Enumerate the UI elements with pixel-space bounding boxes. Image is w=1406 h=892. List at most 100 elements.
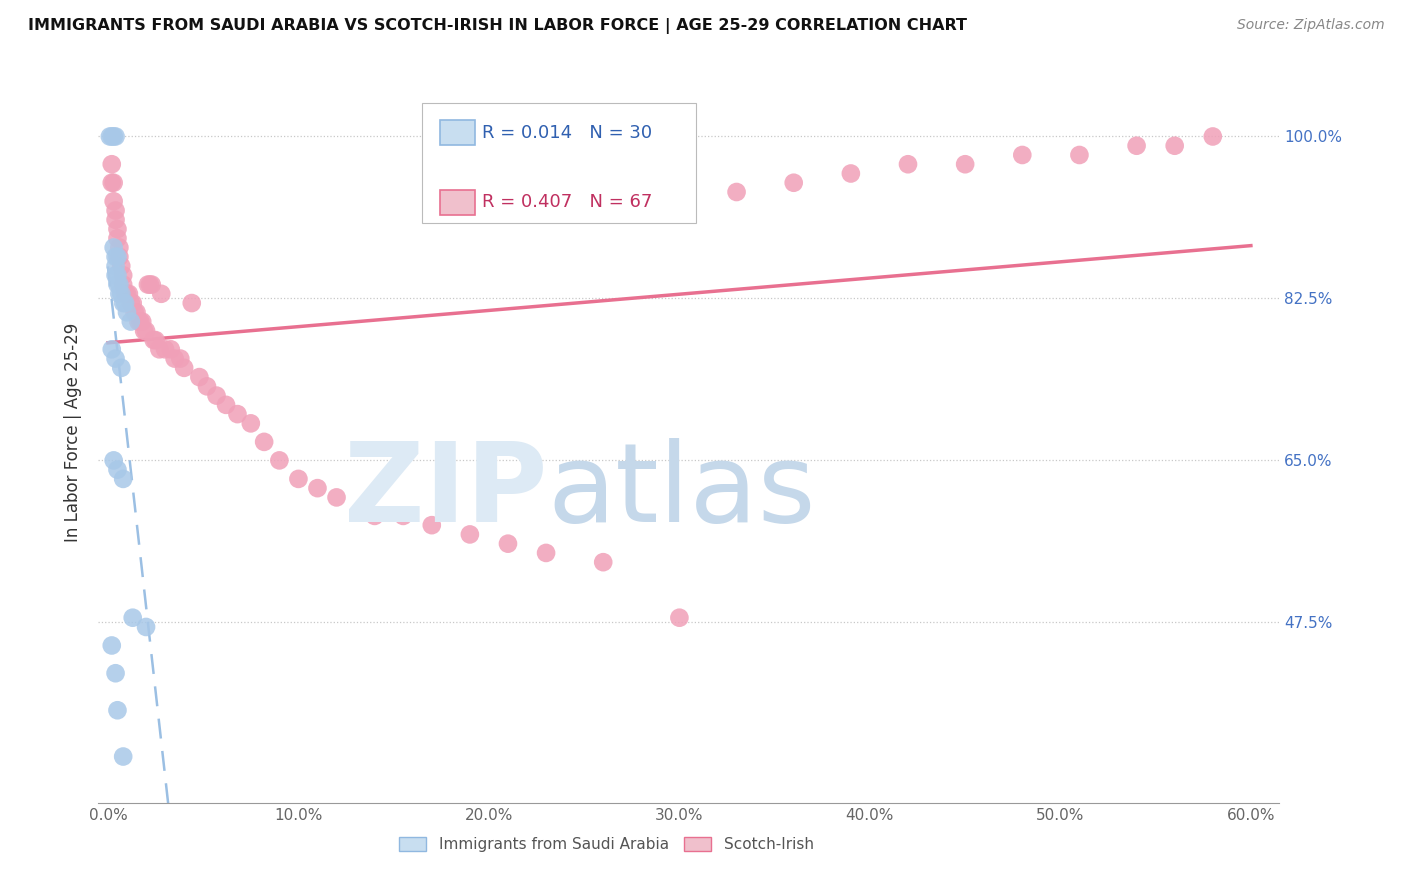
Point: [118, 286, 141, 301]
Point: [1011, 148, 1033, 162]
Text: Source: ZipAtlas.com: Source: ZipAtlas.com: [1237, 18, 1385, 32]
Point: [131, 315, 153, 329]
Point: [104, 212, 127, 227]
Point: [668, 611, 690, 625]
Point: [163, 351, 186, 366]
Point: [188, 370, 211, 384]
Text: R = 0.407   N = 67: R = 0.407 N = 67: [482, 194, 652, 211]
Point: [169, 351, 191, 366]
Point: [108, 240, 131, 255]
Point: [195, 379, 218, 393]
Point: [103, 453, 125, 467]
Point: [534, 546, 557, 560]
Point: [269, 453, 291, 467]
Point: [110, 286, 132, 301]
Point: [100, 157, 122, 171]
Point: [783, 176, 806, 190]
Point: [215, 398, 238, 412]
Point: [103, 194, 125, 209]
Point: [287, 472, 309, 486]
Point: [107, 277, 129, 292]
Point: [141, 277, 163, 292]
Point: [205, 389, 228, 403]
Point: [239, 417, 262, 431]
Point: [100, 176, 122, 190]
Point: [180, 296, 202, 310]
Text: ZIP: ZIP: [344, 438, 547, 545]
Point: [107, 231, 129, 245]
Point: [139, 277, 162, 292]
Point: [107, 250, 129, 264]
Point: [98, 129, 121, 144]
Point: [135, 620, 157, 634]
Point: [363, 508, 385, 523]
Point: [1069, 148, 1091, 162]
Point: [125, 305, 148, 319]
Point: [897, 157, 920, 171]
Point: [226, 407, 249, 421]
Point: [173, 360, 195, 375]
Point: [953, 157, 976, 171]
Point: [107, 222, 129, 236]
Legend: Immigrants from Saudi Arabia, Scotch-Irish: Immigrants from Saudi Arabia, Scotch-Iri…: [392, 830, 820, 858]
Point: [839, 166, 862, 180]
Point: [420, 518, 443, 533]
Text: atlas: atlas: [547, 438, 815, 545]
Point: [104, 250, 127, 264]
Point: [115, 305, 138, 319]
Point: [148, 343, 170, 357]
Point: [108, 286, 131, 301]
Point: [104, 268, 127, 283]
Point: [150, 286, 173, 301]
Point: [104, 351, 127, 366]
Point: [120, 296, 142, 310]
Y-axis label: In Labor Force | Age 25-29: In Labor Force | Age 25-29: [65, 323, 83, 542]
Point: [104, 129, 127, 144]
Point: [112, 268, 135, 283]
Point: [134, 324, 156, 338]
Point: [120, 315, 142, 329]
Point: [100, 129, 122, 144]
Point: [1202, 129, 1225, 144]
Point: [104, 666, 127, 681]
Point: [159, 343, 181, 357]
Point: [104, 203, 127, 218]
Point: [103, 129, 125, 144]
Point: [108, 277, 131, 292]
Point: [110, 259, 132, 273]
Point: [112, 749, 135, 764]
Point: [135, 324, 157, 338]
Point: [121, 296, 143, 310]
Point: [392, 508, 415, 523]
Point: [142, 333, 165, 347]
Point: [1125, 138, 1147, 153]
Point: [592, 555, 614, 569]
Point: [112, 472, 135, 486]
Point: [1163, 138, 1185, 153]
Point: [110, 360, 132, 375]
Point: [107, 268, 129, 283]
Point: [107, 462, 129, 476]
Point: [103, 176, 125, 190]
Point: [115, 286, 138, 301]
Point: [725, 185, 748, 199]
Point: [325, 491, 347, 505]
Point: [458, 527, 481, 541]
Point: [107, 703, 129, 717]
Point: [104, 259, 127, 273]
Point: [145, 333, 167, 347]
Text: IMMIGRANTS FROM SAUDI ARABIA VS SCOTCH-IRISH IN LABOR FORCE | AGE 25-29 CORRELAT: IMMIGRANTS FROM SAUDI ARABIA VS SCOTCH-I…: [28, 18, 967, 34]
Point: [496, 536, 519, 550]
Point: [108, 250, 131, 264]
Point: [100, 343, 122, 357]
Point: [103, 240, 125, 255]
Point: [114, 296, 136, 310]
Point: [124, 305, 146, 319]
Point: [253, 434, 276, 449]
Text: R = 0.014   N = 30: R = 0.014 N = 30: [482, 124, 652, 142]
Point: [114, 286, 136, 301]
Point: [153, 343, 176, 357]
Point: [127, 315, 149, 329]
Point: [112, 296, 135, 310]
Point: [129, 315, 152, 329]
